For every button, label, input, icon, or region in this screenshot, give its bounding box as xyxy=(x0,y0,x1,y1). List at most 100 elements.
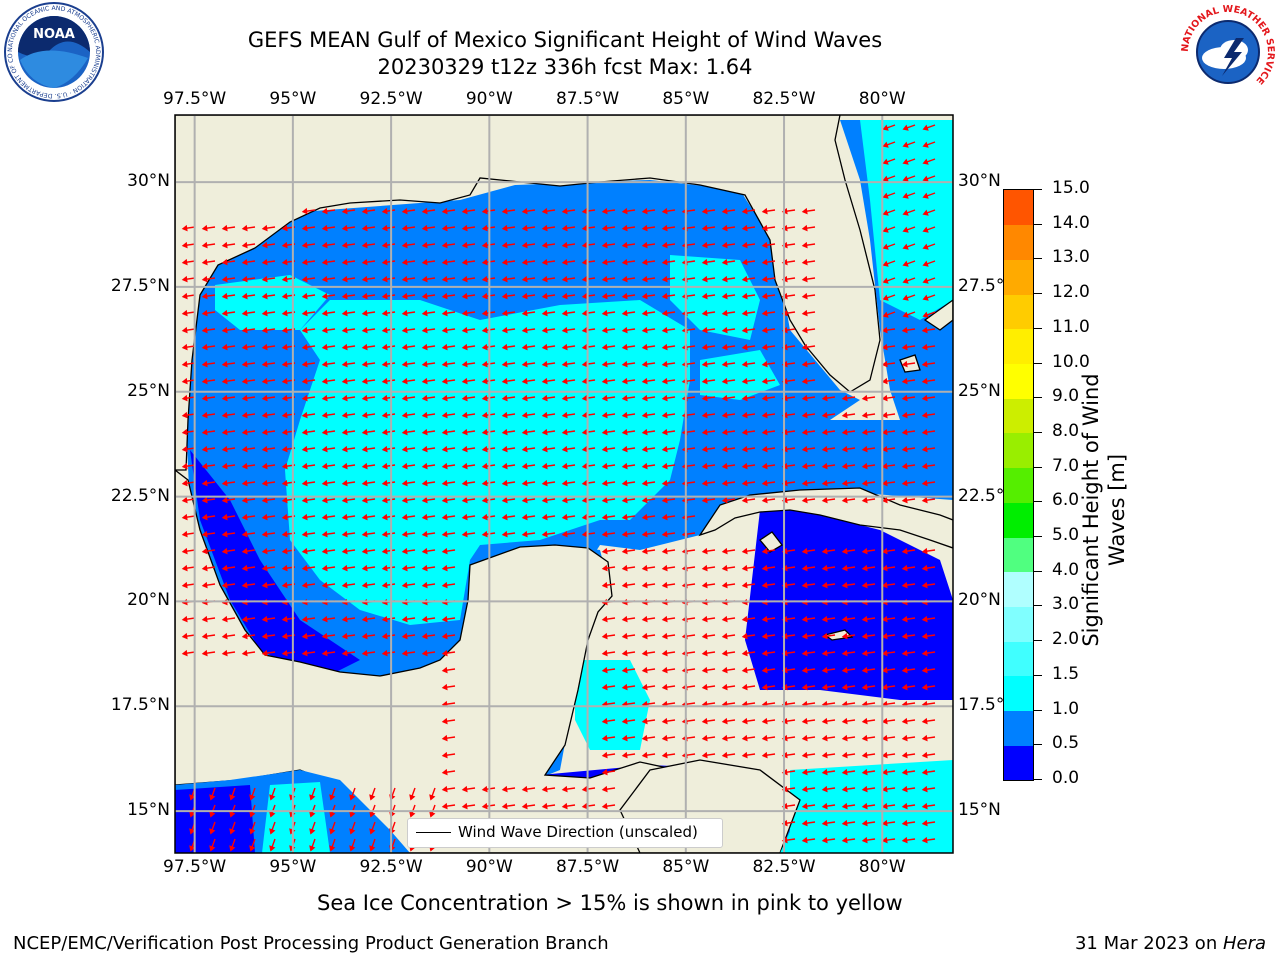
wave-arrowhead xyxy=(922,260,929,267)
wave-arrowhead xyxy=(321,326,328,334)
lat-tick-label-right: 22.5°N xyxy=(958,485,1018,506)
wave-arrowhead xyxy=(241,496,248,504)
wave-arrowhead xyxy=(721,547,728,555)
wave-arrowhead xyxy=(361,564,368,572)
wave-arrowhead xyxy=(821,785,828,793)
wave-arrowhead xyxy=(701,717,708,725)
wave-arrowhead xyxy=(181,309,188,317)
wave-arrowhead xyxy=(181,615,188,623)
wave-arrowhead xyxy=(661,666,668,674)
wave-arrowhead xyxy=(361,275,368,283)
wave-arrowhead xyxy=(301,309,308,317)
wave-arrowhead xyxy=(801,649,808,657)
wave-arrowhead xyxy=(661,377,668,385)
wave-arrowhead xyxy=(441,683,448,691)
wave-arrowhead xyxy=(661,530,668,538)
wave-arrowhead xyxy=(181,360,188,368)
wave-arrowhead xyxy=(301,479,308,487)
wave-arrowhead xyxy=(581,292,588,300)
wave-arrowhead xyxy=(901,377,908,385)
wave-arrowhead xyxy=(901,751,908,759)
wave-arrowhead xyxy=(481,513,488,521)
wave-arrowhead xyxy=(241,615,248,623)
colorbar-tick-label: 13.0 xyxy=(1052,247,1090,268)
wave-arrowhead xyxy=(181,411,188,419)
wave-arrowhead xyxy=(721,241,728,249)
wave-arrowhead xyxy=(882,294,889,301)
wave-arrowhead xyxy=(441,649,448,657)
wave-arrowhead xyxy=(301,615,308,623)
wave-arrowhead xyxy=(301,513,308,521)
wave-arrowhead xyxy=(441,445,448,453)
wave-arrowhead xyxy=(821,666,828,674)
lat-tick-label-right: 20°N xyxy=(958,590,1001,611)
wave-arrowhead xyxy=(441,666,448,674)
wave-arrowhead xyxy=(921,666,928,674)
colorbar-segment xyxy=(1004,710,1033,746)
wave-arrowhead xyxy=(541,479,548,487)
wave-arrowhead xyxy=(441,768,448,776)
colorbar-tick-label: 3.0 xyxy=(1052,594,1080,615)
wave-arrowhead xyxy=(521,394,528,402)
wave-arrowhead xyxy=(661,445,668,453)
wave-arrowhead xyxy=(882,124,889,131)
wave-arrowhead xyxy=(361,428,368,436)
colorbar-segment xyxy=(1004,294,1033,330)
wave-arrowhead xyxy=(301,496,308,504)
wave-arrowhead xyxy=(269,845,276,852)
wave-arrowhead xyxy=(561,275,568,283)
wave-arrowhead xyxy=(861,819,868,827)
colorbar-tick-mark xyxy=(1034,466,1042,468)
wave-arrowhead xyxy=(601,292,608,300)
wave-arrowhead xyxy=(721,224,728,232)
wave-arrowhead xyxy=(922,294,929,301)
wave-arrowhead xyxy=(541,428,548,436)
wave-arrowhead xyxy=(221,377,228,385)
wave-arrowhead xyxy=(881,479,888,487)
wave-arrowhead xyxy=(721,326,728,334)
wave-arrowhead xyxy=(461,530,468,538)
wave-arrowhead xyxy=(921,717,928,725)
wave-arrowhead xyxy=(921,394,928,402)
wave-arrowhead xyxy=(221,513,228,521)
wave-arrowhead xyxy=(801,462,808,470)
wave-arrowhead xyxy=(621,530,628,538)
wave-arrowhead xyxy=(861,802,868,810)
colorbar-tick-label: 0.0 xyxy=(1052,768,1080,788)
wave-arrowhead xyxy=(621,326,628,334)
wave-arrowhead xyxy=(881,717,888,725)
wave-arrowhead xyxy=(181,377,188,385)
wave-arrowhead xyxy=(401,394,408,402)
wave-arrowhead xyxy=(901,411,908,419)
wave-arrowhead xyxy=(329,845,336,852)
wave-arrowhead xyxy=(261,632,268,640)
wave-arrowhead xyxy=(841,649,848,657)
lon-tick-label-bottom: 87.5°W xyxy=(555,857,620,877)
wave-arrowhead xyxy=(241,343,248,351)
wave-arrowhead xyxy=(801,802,808,810)
wave-arrowhead xyxy=(901,360,908,368)
wave-arrowhead xyxy=(201,428,208,436)
wave-arrowhead xyxy=(761,717,768,725)
wave-arrowhead xyxy=(801,445,808,453)
wave-arrowhead xyxy=(881,496,888,504)
wave-arrowhead xyxy=(661,513,668,521)
wave-arrowhead xyxy=(921,479,928,487)
wave-arrowhead xyxy=(241,581,248,589)
wave-arrowhead xyxy=(801,564,808,572)
wave-arrowhead xyxy=(841,717,848,725)
wave-arrowhead xyxy=(181,275,188,283)
wave-arrowhead xyxy=(881,734,888,742)
wave-arrowhead xyxy=(861,445,868,453)
wave-arrowhead xyxy=(761,377,768,385)
wave-arrowhead xyxy=(621,275,628,283)
colorbar-tick-label: 11.0 xyxy=(1052,316,1090,337)
wave-arrowhead xyxy=(601,581,608,589)
wave-arrowhead xyxy=(721,666,728,674)
wave-arrowhead xyxy=(201,360,208,368)
colorbar-label-line2: Waves [m] xyxy=(1105,453,1129,567)
footer-date: 31 Mar 2023 on Hera xyxy=(1075,933,1266,954)
wave-arrowhead xyxy=(201,462,208,470)
wave-arrowhead xyxy=(581,513,588,521)
wave-arrowhead xyxy=(701,632,708,640)
